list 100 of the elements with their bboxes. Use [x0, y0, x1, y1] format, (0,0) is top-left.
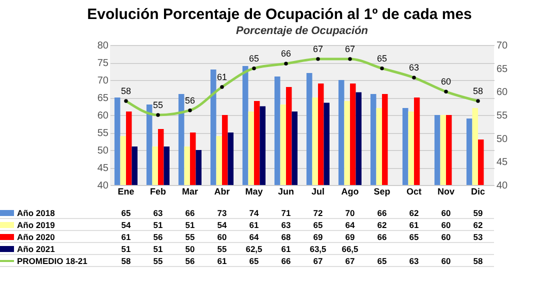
data-label: 56	[142, 230, 174, 242]
data-label: 54	[206, 218, 238, 230]
chart-subtitle: Porcentaje de Ocupación	[236, 25, 368, 37]
data-label: 61	[398, 218, 430, 230]
text: 58	[120, 86, 132, 96]
data-label: 62	[398, 207, 430, 218]
data-label: 69	[334, 230, 366, 242]
x-tick-label: Oct	[406, 186, 422, 196]
data-label: 67	[302, 254, 334, 266]
data-label: 54	[110, 218, 142, 230]
data-label: 69	[302, 230, 334, 242]
y-tick-label: 60	[97, 110, 109, 122]
x-tick-label: Abr	[214, 186, 230, 196]
y-tick-label: 40	[97, 180, 109, 192]
y-tick-label: 50	[97, 146, 109, 156]
text: 60	[440, 76, 452, 87]
y-tick-label: 55	[97, 128, 109, 139]
legend-label: Año 2018	[0, 207, 110, 218]
data-label: 61	[270, 242, 302, 254]
data-label: 61	[110, 230, 142, 242]
y2-tick-label: 40	[496, 180, 508, 192]
data-label: 60	[430, 218, 462, 230]
data-label: 73	[206, 207, 238, 218]
y-tick-label: 80	[97, 40, 109, 52]
text: 55	[152, 100, 164, 110]
data-label: 74	[238, 207, 270, 218]
x-tick-label: Jun	[278, 186, 294, 196]
legend-label: Año 2019	[0, 218, 110, 230]
data-label: 60	[206, 230, 238, 242]
data-label: 51	[142, 218, 174, 230]
data-label: 60	[430, 230, 462, 242]
data-label: 66	[366, 230, 398, 242]
data-label: 64	[238, 230, 270, 242]
data-label: 67	[334, 254, 366, 266]
data-label: 58	[462, 254, 494, 266]
data-label: 53	[462, 230, 494, 242]
data-label: 51	[110, 242, 142, 254]
data-label: 62	[366, 218, 398, 230]
y-tick-label: 70	[97, 76, 109, 86]
y2-tick-label: 70	[496, 40, 508, 52]
x-tick-label: Sep	[374, 186, 391, 196]
text: 63	[408, 62, 420, 73]
x-tick-label: Ene	[118, 186, 134, 196]
y2-tick-label: 55	[496, 110, 508, 122]
y2-tick-label: 45	[496, 157, 508, 168]
data-label: 63	[270, 218, 302, 230]
data-label: 70	[334, 207, 366, 218]
y-tick-label: 65	[97, 93, 109, 104]
legend-label: Año 2021	[0, 242, 110, 254]
data-label: 63	[142, 207, 174, 218]
x-tick-label: Dic	[470, 186, 486, 196]
data-label: 55	[206, 242, 238, 254]
text: 65	[248, 53, 260, 64]
data-label: 66	[174, 207, 206, 218]
data-label: 61	[238, 218, 270, 230]
y2-tick-label: 60	[496, 87, 508, 98]
y-tick-label: 45	[97, 163, 109, 174]
data-label: 51	[174, 218, 206, 230]
data-label: 66,5	[334, 242, 366, 254]
data-label: 60	[430, 254, 462, 266]
data-label: 59	[462, 207, 494, 218]
data-label: 63	[398, 254, 430, 266]
data-label: 65	[398, 230, 430, 242]
data-label: 62	[462, 218, 494, 230]
data-label: 65	[302, 218, 334, 230]
data-label: 60	[430, 207, 462, 218]
data-label: 68	[270, 230, 302, 242]
data-label: 72	[302, 207, 334, 218]
x-tick-label: Ago	[341, 186, 360, 196]
data-label: 65	[238, 254, 270, 266]
data-label: 71	[270, 207, 302, 218]
x-tick-label: Mar	[182, 186, 198, 196]
chart-title: Evolución Porcentaje de Ocupación al 1º de cada mes	[86, 6, 473, 23]
legend-label: Año 2020	[0, 230, 110, 242]
data-label: 62,5	[238, 242, 270, 254]
data-label: 65	[366, 254, 398, 266]
legend-label: PROMEDIO 18-21	[0, 254, 110, 266]
text: 67	[344, 44, 356, 54]
y2-tick-label: 50	[496, 134, 508, 145]
x-tick-label: Jul	[311, 186, 325, 196]
text: 61	[216, 72, 228, 82]
text: 58	[472, 86, 484, 96]
y2-tick-label: 65	[496, 64, 508, 75]
x-tick-label: May	[245, 186, 263, 196]
data-label: 63,5	[302, 242, 334, 254]
text: 65	[376, 53, 388, 64]
data-label: 50	[174, 242, 206, 254]
data-label: 64	[334, 218, 366, 230]
data-label: 55	[142, 254, 174, 266]
x-tick-label: Feb	[150, 186, 166, 196]
data-label: 61	[206, 254, 238, 266]
data-label: 51	[142, 242, 174, 254]
text: 66	[280, 48, 292, 59]
data-label: 65	[110, 207, 142, 218]
data-label: 58	[110, 254, 142, 266]
data-label: 66	[270, 254, 302, 266]
text: 67	[312, 44, 324, 54]
data-label: 55	[174, 230, 206, 242]
y-tick-label: 75	[97, 58, 109, 69]
x-tick-label: Nov	[437, 186, 455, 196]
